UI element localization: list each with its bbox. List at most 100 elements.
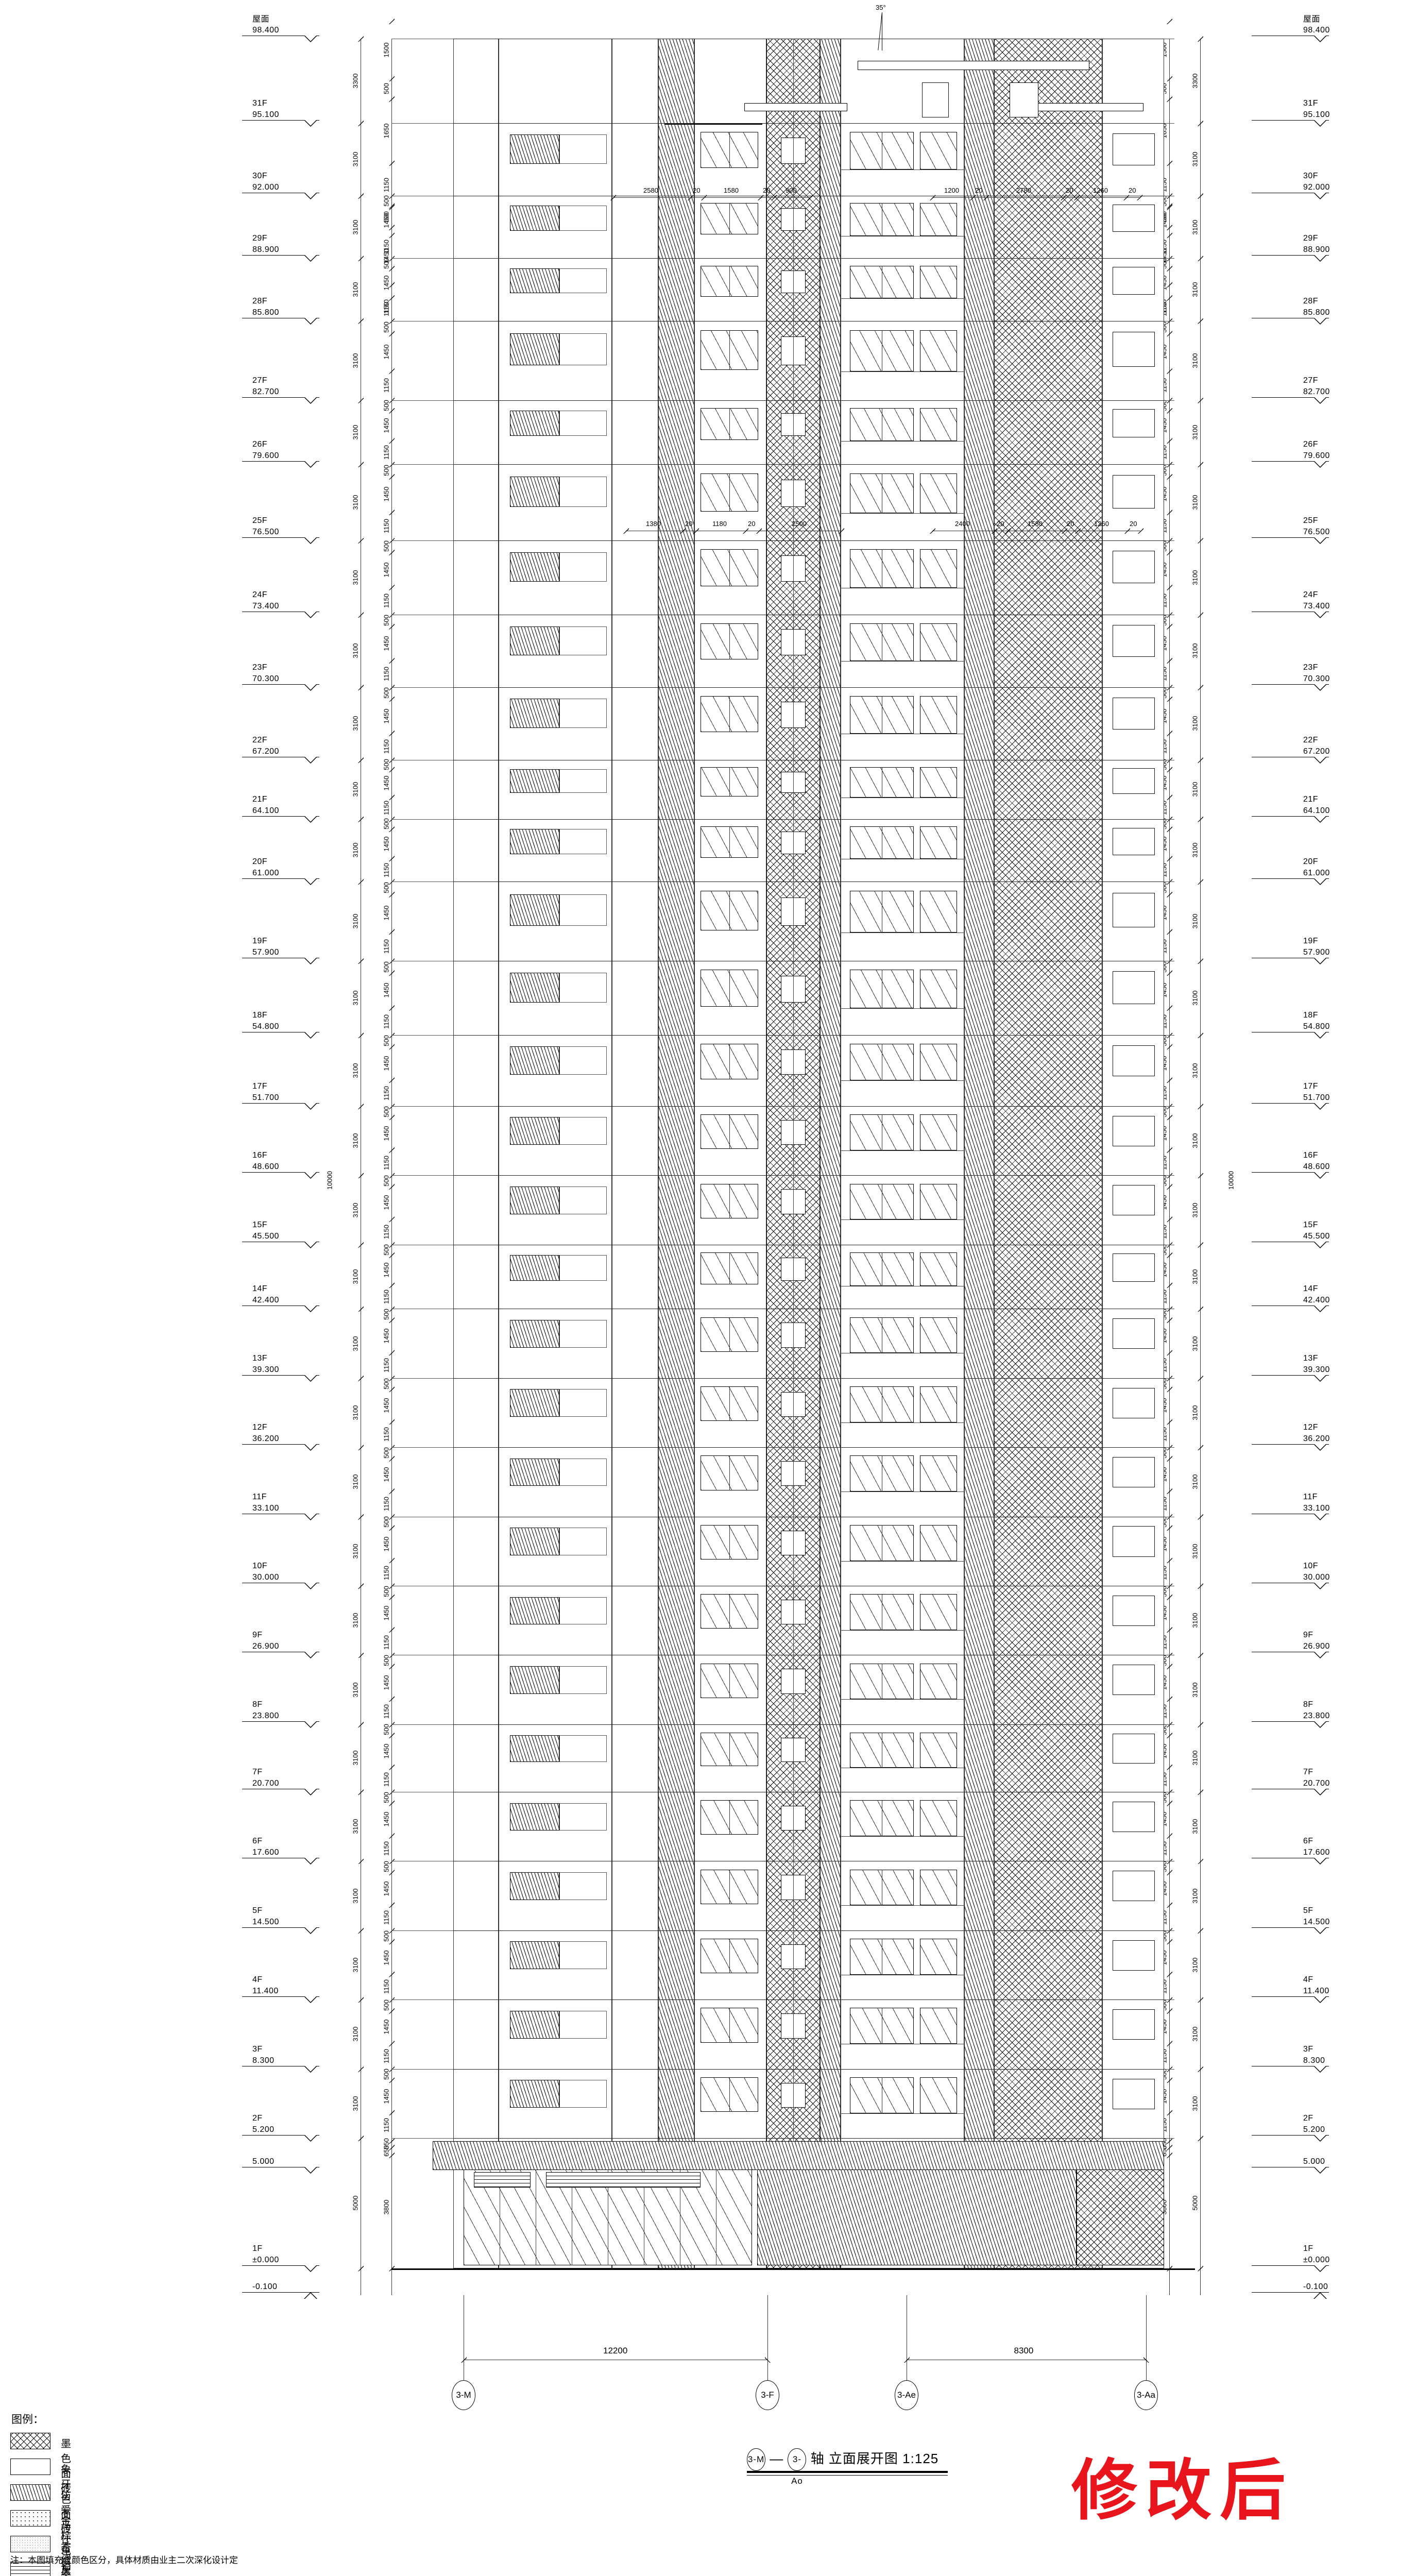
window-far-right bbox=[1113, 697, 1155, 730]
elevation-triangle bbox=[1313, 537, 1327, 544]
window-far-right bbox=[1113, 1734, 1155, 1764]
subdim-tick bbox=[389, 730, 395, 736]
elevation-tick bbox=[242, 1513, 319, 1521]
band-hermes-c bbox=[964, 39, 994, 2268]
elevation-tick bbox=[1252, 1652, 1329, 1659]
elevation-tick bbox=[1252, 2167, 1329, 2174]
level-elevation-right--0.100: -0.100 bbox=[1303, 2282, 1328, 2291]
subdim-left-3-0: 500 bbox=[382, 258, 390, 269]
level-elevation-right-18F: 54.800 bbox=[1303, 1022, 1330, 1031]
subdim-tick bbox=[1167, 204, 1172, 210]
elevation-tick bbox=[242, 2065, 319, 2073]
window-far-right bbox=[1113, 1801, 1155, 1832]
balcony-panel-left bbox=[510, 626, 559, 655]
level-elevation-27F: 82.700 bbox=[252, 387, 279, 396]
elevation-tick bbox=[242, 611, 319, 619]
subdim-tick bbox=[389, 1386, 395, 1393]
level-elevation-28F: 85.800 bbox=[252, 308, 279, 317]
spandrel-line bbox=[841, 1008, 964, 1009]
balcony-panel-left bbox=[510, 2080, 559, 2108]
subdim-tick bbox=[1167, 696, 1172, 702]
level-elevation-5F: 14.500 bbox=[252, 1917, 279, 1926]
elevation-tick bbox=[1252, 192, 1329, 200]
elevation-triangle bbox=[304, 878, 317, 885]
dim-tick bbox=[1198, 612, 1203, 618]
subdim-tick bbox=[1167, 1005, 1172, 1011]
level-elevation-right-2F: 5.200 bbox=[1303, 2125, 1325, 2134]
floor-line-17F bbox=[453, 1106, 1164, 1107]
grid-bubble-3-Aa[interactable]: 3-Aa bbox=[1134, 2380, 1158, 2410]
grid-bubble-3-Ae[interactable]: 3-Ae bbox=[895, 2380, 918, 2410]
dim-tick bbox=[358, 1583, 364, 1589]
grid-span-label-0: 12200 bbox=[603, 2346, 628, 2355]
hdim-upper-right-4: 1260 bbox=[1093, 187, 1108, 194]
elevation-triangle bbox=[1313, 1032, 1327, 1039]
grid-bubble-3-F[interactable]: 3-F bbox=[756, 2380, 779, 2410]
storey-height-right-14: 3100 bbox=[1191, 1063, 1199, 1078]
storey-height-left-30: 5000 bbox=[351, 2195, 360, 2211]
window-right-b bbox=[920, 1732, 957, 1768]
subdim-tick bbox=[389, 1488, 395, 1494]
storey-height-right-22: 3100 bbox=[1191, 1613, 1199, 1628]
elevation-underline bbox=[242, 1103, 319, 1104]
subdim-tick bbox=[1167, 2138, 1172, 2144]
level-name-3F: 3F bbox=[252, 2044, 263, 2054]
level-name-31F: 31F bbox=[252, 98, 268, 108]
hdim-upper-right-2: 2780 bbox=[1016, 187, 1031, 194]
level-name-right-1F: 1F bbox=[1303, 2244, 1313, 2253]
subdim-tick bbox=[389, 1869, 395, 1875]
legend-swatch-steep-slash bbox=[10, 2484, 50, 2501]
subdim-left-5-0: 500 bbox=[382, 399, 390, 411]
hdim-mid-left-4: 2500 bbox=[792, 520, 807, 528]
storey-height-right-17: 3100 bbox=[1191, 1269, 1199, 1284]
dim-tick bbox=[1198, 757, 1203, 763]
subdim-tick bbox=[389, 1594, 395, 1600]
elevation-triangle bbox=[1313, 1652, 1327, 1659]
title-rule-thin bbox=[747, 2475, 948, 2476]
hdim-mid-right-2: 1580 bbox=[1028, 520, 1043, 528]
hdim-mid-right-tick bbox=[1075, 528, 1081, 534]
window-mullion bbox=[729, 1594, 730, 1629]
legend-swatch-blank bbox=[10, 2459, 50, 2475]
storey-height-right-12: 3100 bbox=[1191, 913, 1199, 929]
storey-height-left-21: 3100 bbox=[351, 1544, 360, 1559]
balcony-rail-left bbox=[559, 769, 607, 793]
elevation-triangle bbox=[304, 1652, 317, 1659]
dim-tick bbox=[358, 2136, 364, 2142]
level-name-11F: 11F bbox=[252, 1492, 267, 1501]
dim-tick bbox=[1198, 397, 1203, 403]
elevation-underline bbox=[242, 2135, 319, 2136]
leader bbox=[391, 400, 453, 401]
storey-height-right-19: 3100 bbox=[1191, 1405, 1199, 1420]
level-elevation-29F: 88.900 bbox=[252, 245, 279, 255]
subdim-tick bbox=[389, 1252, 395, 1258]
level-name-right-10F: 10F bbox=[1303, 1562, 1319, 1571]
storey-height-right-10: 3100 bbox=[1191, 782, 1199, 797]
window-far-right bbox=[1113, 1665, 1155, 1696]
subdim-left-15-1: 1450 bbox=[382, 1126, 390, 1141]
elevation-triangle bbox=[1313, 192, 1327, 199]
elevation-tick bbox=[1252, 537, 1329, 545]
window-right-b bbox=[920, 891, 957, 933]
balcony-panel-left bbox=[510, 973, 559, 1003]
dim-tick bbox=[1198, 878, 1203, 885]
balcony-rail-left bbox=[559, 1319, 607, 1348]
balcony-rail-left bbox=[559, 1046, 607, 1075]
balcony-rail-left bbox=[559, 410, 607, 436]
window-mullion bbox=[729, 1663, 730, 1698]
podium-wall-dark bbox=[1077, 2169, 1164, 2266]
level-elevation-right-31F: 95.100 bbox=[1303, 110, 1330, 119]
subdim-tick bbox=[389, 794, 395, 801]
elevation-tick bbox=[242, 958, 319, 965]
level-elevation-31F: 95.100 bbox=[252, 110, 279, 119]
window-right-b bbox=[920, 408, 957, 442]
level-name-14F: 14F bbox=[252, 1284, 268, 1294]
level-elevation-right-14F: 42.400 bbox=[1303, 1296, 1330, 1305]
hdim-upper-right-tick bbox=[970, 195, 976, 200]
subdim-tick bbox=[389, 1800, 395, 1806]
hdim-upper-right-3: 20 bbox=[1066, 187, 1073, 194]
subdim-tick bbox=[389, 1696, 395, 1702]
grid-bubble-3-M[interactable]: 3-M bbox=[452, 2380, 475, 2410]
subdim-tick bbox=[389, 584, 395, 590]
subdim-tick bbox=[1167, 232, 1172, 239]
